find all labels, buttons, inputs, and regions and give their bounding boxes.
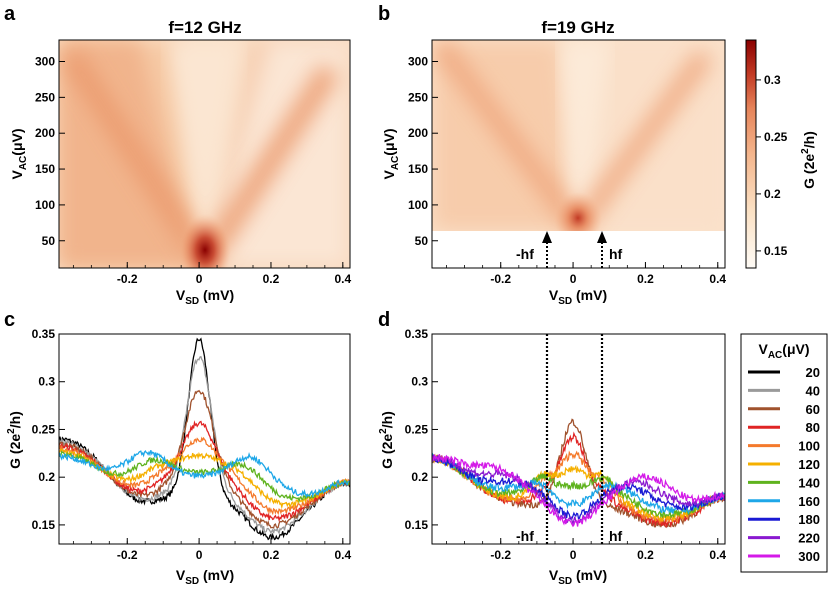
xlabel-c: VSD (mV): [176, 567, 234, 586]
xtick-label: -0.2: [490, 548, 511, 562]
xtick-label: 0: [196, 272, 203, 286]
ytick-label: 0.35: [405, 327, 429, 341]
series-line: [432, 452, 725, 515]
minus-hf-label-d: -hf: [516, 528, 534, 544]
legend-label: 60: [806, 402, 820, 417]
panel-c-letter: c: [4, 309, 15, 331]
ytick-label: 0.2: [411, 470, 428, 484]
ytick-label: 0.25: [32, 422, 56, 436]
ylabel-d: G (2e2/h): [378, 411, 395, 469]
ylabel-c: G (2e2/h): [6, 411, 23, 469]
panel-c-frame: [58, 333, 351, 545]
axes: -0.2 0 0.2 0.4 50 100 150 200 250 300 -0.2 0 0.2 0.4 5…: [32, 55, 727, 562]
heatmap-a: [59, 40, 350, 268]
xtick-label: 0.4: [709, 548, 726, 562]
hf-label-d: hf: [609, 528, 623, 544]
ytick-label: 250: [35, 90, 55, 104]
xlabel-d: VSD (mV): [549, 567, 607, 586]
xtick-label: 0.2: [263, 548, 280, 562]
colorbar-tick-label: 0.15: [764, 244, 788, 258]
ytick-label: 50: [415, 234, 429, 248]
ytick-label: 300: [35, 55, 55, 69]
ytick-label: 50: [42, 234, 56, 248]
legend-title: VAC(μV): [758, 341, 809, 361]
ylabel-a: VAC(μV): [9, 128, 29, 179]
panel-a-letter: a: [4, 3, 16, 25]
series-line: [432, 453, 725, 521]
ytick-label: 100: [408, 198, 428, 212]
xtick-label: 0.2: [637, 548, 654, 562]
panel-d-letter: d: [378, 309, 390, 331]
plot-d-lines: [432, 418, 725, 529]
series-line: [432, 454, 725, 528]
xlabel-b: VSD (mV): [549, 287, 607, 307]
ytick-label: 150: [408, 162, 428, 176]
ytick-label: 300: [408, 55, 428, 69]
xtick-label: 0.4: [334, 548, 351, 562]
colorbar-tick-label: 0.2: [764, 187, 781, 201]
ytick-label: 0.2: [38, 470, 55, 484]
hf-arrows: [542, 231, 607, 268]
panel-a-title: f=12 GHz: [168, 18, 241, 37]
hf-label-b: hf: [609, 246, 623, 262]
ytick-label: 0.3: [38, 375, 55, 389]
legend-label: 300: [798, 549, 820, 564]
ytick-label: 0.25: [405, 422, 429, 436]
ytick-label: 100: [35, 198, 55, 212]
xtick-label: 0: [196, 548, 203, 562]
panel-b-frame: [431, 39, 726, 269]
hf-vlines: [545, 334, 604, 544]
ytick-label: 250: [408, 90, 428, 104]
ytick-label: 200: [408, 126, 428, 140]
minus-hf-label-b: -hf: [516, 246, 534, 262]
xtick-label: -0.2: [490, 272, 511, 286]
series-line: [59, 449, 350, 499]
xlabel-a: VSD (mV): [176, 287, 234, 307]
xtick-label: -0.2: [117, 272, 138, 286]
panel-b-letter: b: [378, 3, 390, 25]
panel-b-title: f=19 GHz: [541, 18, 614, 37]
ylabel-b: VAC(μV): [381, 128, 401, 179]
heatmap-b: [432, 40, 725, 231]
xtick-label: 0.2: [263, 272, 280, 286]
legend-label: 100: [798, 439, 820, 454]
ytick-label: 0.3: [411, 375, 428, 389]
legend-label: 40: [806, 383, 820, 398]
legend-label: 220: [798, 531, 820, 546]
legend: VAC(μV) 20 40 60 80 100 120 140 160 180 220 300: [740, 333, 828, 573]
legend-label: 80: [806, 420, 820, 435]
plot-c-lines: [59, 337, 350, 541]
ytick-label: 0.15: [405, 518, 429, 532]
colorbar-ticks: 0.3 0.25 0.2 0.15: [756, 73, 788, 258]
colorbar-label: G (2e2/h): [800, 131, 817, 189]
panel-a-frame: [58, 39, 351, 269]
colorbar-tick-label: 0.25: [764, 130, 788, 144]
series-line: [59, 436, 350, 516]
legend-label: 140: [798, 475, 820, 490]
xtick-label: 0.4: [709, 272, 726, 286]
xtick-label: 0.4: [334, 272, 351, 286]
ytick-label: 0.15: [32, 518, 56, 532]
legend-label: 160: [798, 494, 820, 509]
colorbar-tick-label: 0.3: [764, 73, 781, 87]
ytick-label: 0.35: [32, 327, 56, 341]
ytick-label: 200: [35, 126, 55, 140]
series-line: [59, 450, 350, 504]
xtick-label: 0: [570, 548, 577, 562]
xtick-label: 0.2: [637, 272, 654, 286]
colorbar: [745, 39, 757, 269]
legend-label: 180: [798, 512, 820, 527]
panel-d-plot-bg: [432, 334, 725, 544]
xtick-label: -0.2: [117, 548, 138, 562]
xtick-label: 0: [570, 272, 577, 286]
legend-label: 120: [798, 457, 820, 472]
legend-label: 20: [806, 365, 820, 380]
panel-d-frame: [431, 333, 726, 545]
ytick-label: 150: [35, 162, 55, 176]
